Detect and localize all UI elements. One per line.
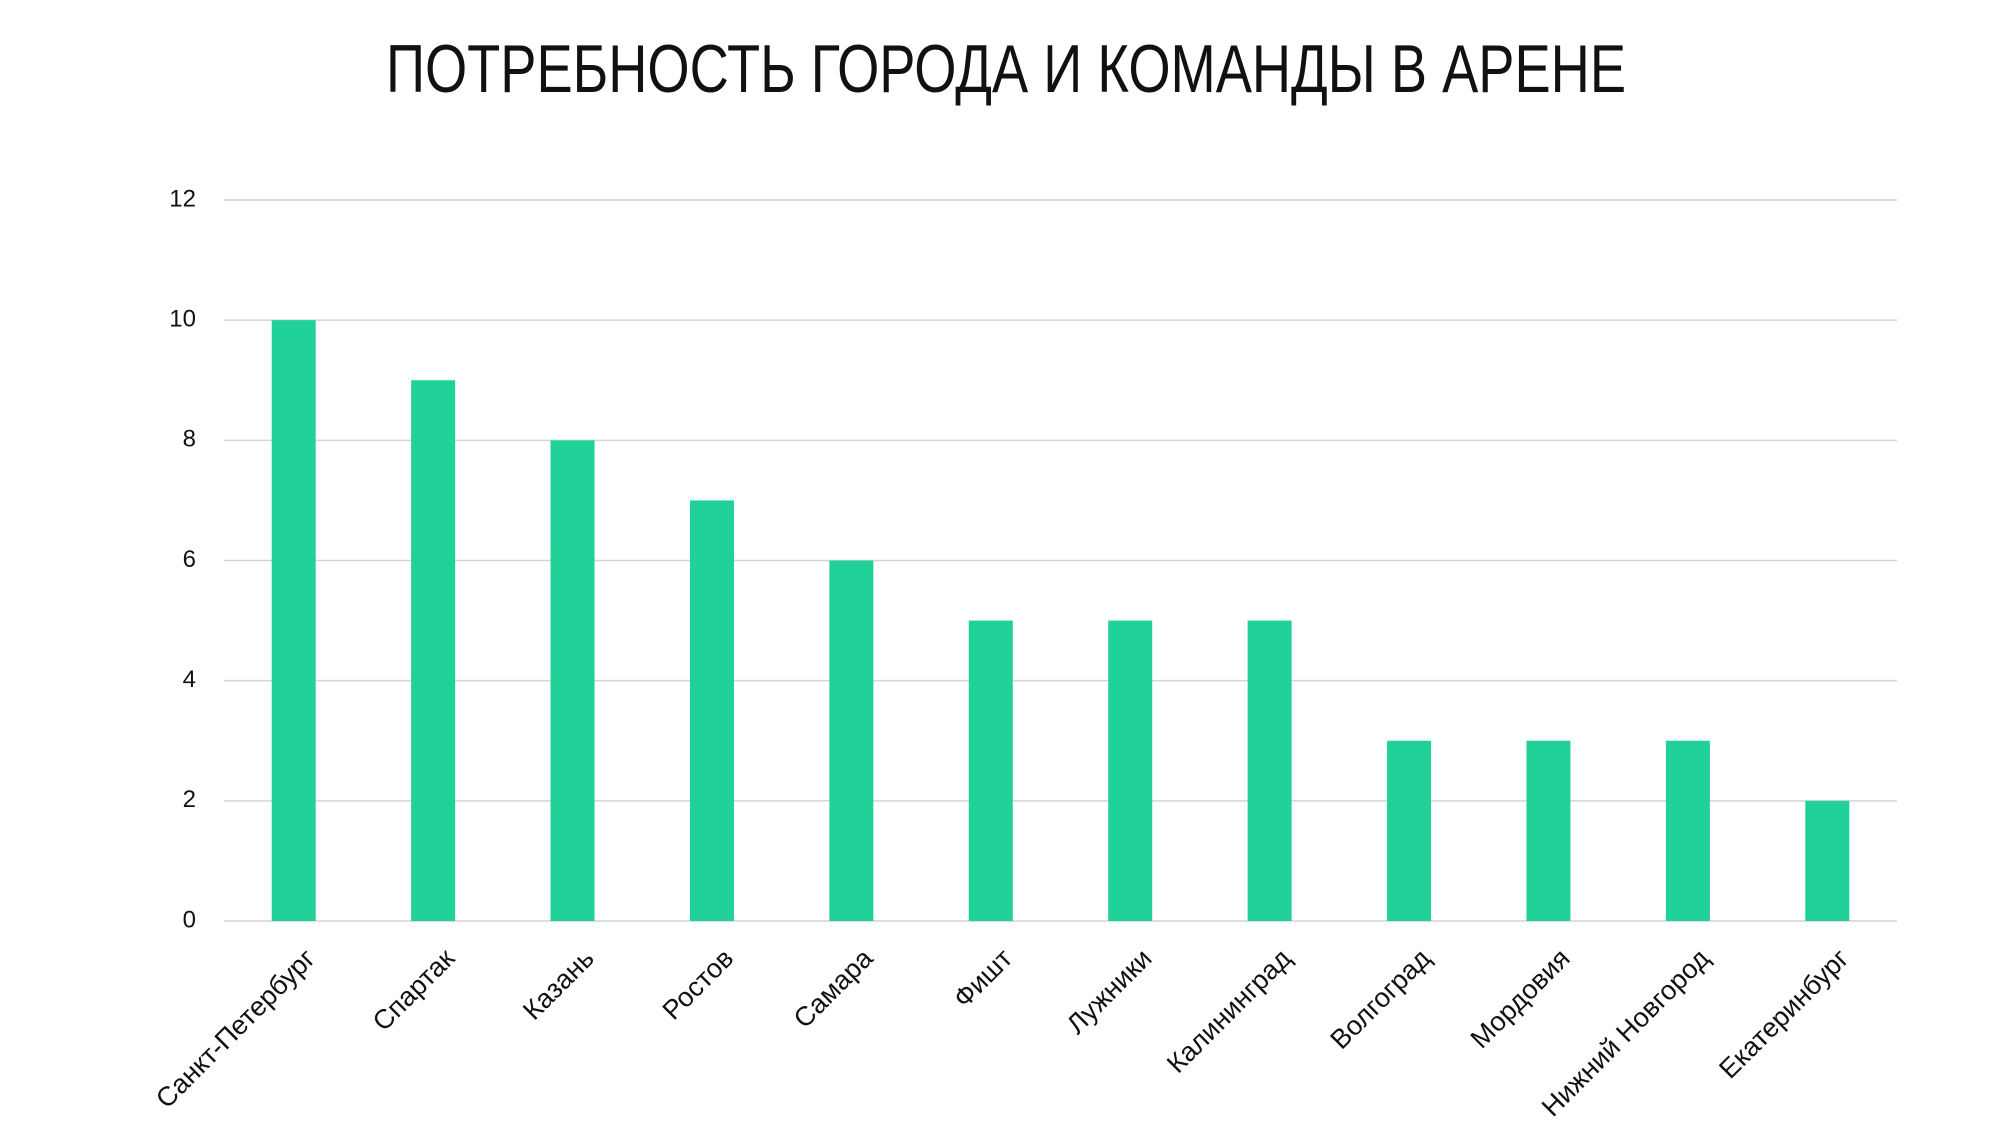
y-tick-label: 12 xyxy=(169,185,196,212)
bar xyxy=(1108,620,1153,921)
x-tick-label: Екатеринбург xyxy=(1713,943,1854,1084)
x-tick-label: Калининград xyxy=(1161,943,1297,1079)
bar xyxy=(1805,800,1850,921)
x-tick-label: Лужники xyxy=(1061,943,1158,1040)
x-tick-label: Санкт-Петербург xyxy=(150,943,321,1114)
bar xyxy=(1247,620,1292,921)
bar xyxy=(689,500,734,921)
x-tick-label: Мордовия xyxy=(1465,943,1576,1054)
x-tick-label: Фишт xyxy=(948,943,1018,1013)
bar xyxy=(829,560,874,921)
y-tick-label: 0 xyxy=(183,906,196,933)
x-tick-label: Волгоград xyxy=(1325,943,1437,1055)
x-tick-label: Спартак xyxy=(367,943,461,1037)
y-tick-label: 4 xyxy=(183,666,196,693)
y-tick-label: 6 xyxy=(183,546,196,573)
x-tick-label: Казань xyxy=(517,943,600,1026)
x-tick-label: Ростов xyxy=(657,943,740,1026)
bar xyxy=(1665,740,1710,921)
y-tick-label: 10 xyxy=(169,306,196,333)
y-tick-label: 8 xyxy=(183,426,196,453)
bar xyxy=(550,440,595,921)
y-tick-label: 2 xyxy=(183,786,196,813)
bar xyxy=(968,620,1013,921)
bar xyxy=(271,320,316,922)
bar xyxy=(411,380,456,921)
x-tick-label: Самара xyxy=(788,942,880,1034)
bar xyxy=(1387,740,1432,921)
chart-title: ПОТРЕБНОСТЬ ГОРОДА И КОМАНДЫ В АРЕНЕ xyxy=(386,31,1626,107)
bar xyxy=(1526,740,1571,921)
